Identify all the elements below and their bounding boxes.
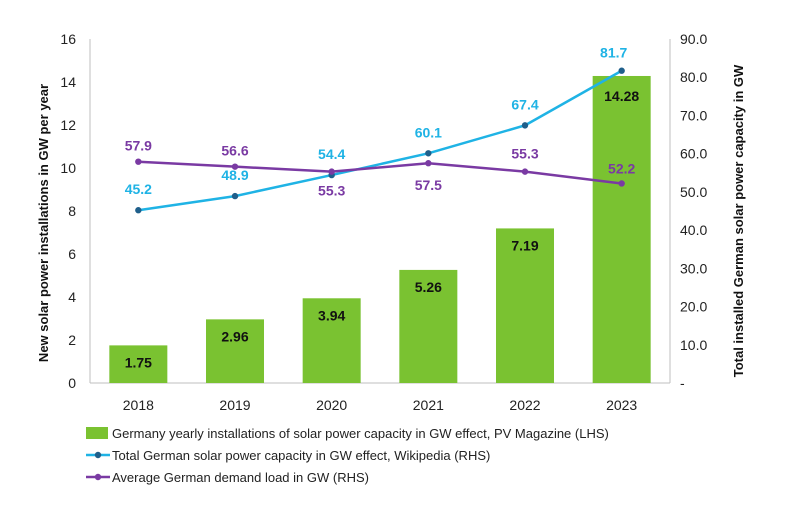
bars-layer bbox=[109, 75, 651, 383]
data-labels-layer: 1.75 2.96 3.94 5.26 7.19 14.28 45.2 48.9 54.4 60.… bbox=[125, 45, 640, 371]
legend-label: Germany yearly installations of solar po… bbox=[112, 426, 609, 441]
bar-data-label: 3.94 bbox=[318, 307, 345, 323]
line-data-label: 48.9 bbox=[221, 167, 248, 183]
line-point bbox=[135, 207, 142, 214]
x-tick-label: 2022 bbox=[509, 397, 540, 413]
line-point bbox=[618, 180, 625, 187]
line-data-label: 56.6 bbox=[221, 143, 248, 159]
axes-layer: 0 2 4 6 8 10 12 14 16 - 10.0 20.0 30.0 40.0 50.0 60.0 70… bbox=[36, 31, 746, 413]
line-data-label: 57.9 bbox=[125, 138, 152, 154]
line-point bbox=[135, 158, 142, 165]
left-tick-label: 8 bbox=[68, 203, 76, 219]
line-point bbox=[231, 163, 239, 170]
line-point bbox=[618, 67, 625, 74]
x-tick-label: 2020 bbox=[316, 397, 347, 413]
line-point bbox=[521, 168, 529, 175]
bar bbox=[399, 269, 458, 383]
legend-swatch-marker bbox=[94, 473, 102, 481]
line-point bbox=[425, 150, 432, 157]
x-tick-label: 2018 bbox=[123, 397, 154, 413]
line-data-label: 45.2 bbox=[125, 181, 152, 197]
line-data-label: 52.2 bbox=[608, 160, 635, 176]
line-point bbox=[328, 168, 335, 175]
bar bbox=[302, 298, 361, 383]
left-tick-label: 12 bbox=[60, 117, 76, 133]
right-tick-label: 50.0 bbox=[680, 184, 707, 200]
legend-swatch-marker bbox=[94, 451, 102, 459]
legend-label: Average German demand load in GW (RHS) bbox=[112, 470, 369, 485]
right-tick-label: 60.0 bbox=[680, 146, 707, 162]
line-data-label: 54.4 bbox=[318, 146, 345, 162]
x-tick-label: 2021 bbox=[413, 397, 444, 413]
legend: Germany yearly installations of solar po… bbox=[86, 426, 609, 485]
bar bbox=[592, 75, 651, 383]
line-data-label: 57.5 bbox=[415, 177, 442, 193]
line-point bbox=[425, 160, 432, 167]
right-tick-label: 70.0 bbox=[680, 107, 707, 123]
left-tick-label: 6 bbox=[68, 246, 76, 262]
bar bbox=[109, 345, 168, 383]
right-tick-label: 30.0 bbox=[680, 260, 707, 276]
bar bbox=[206, 319, 264, 383]
left-tick-label: 14 bbox=[60, 74, 76, 90]
lines-layer bbox=[135, 67, 625, 214]
left-tick-label: 2 bbox=[68, 332, 76, 348]
right-tick-label: 90.0 bbox=[680, 31, 707, 47]
x-tick-label: 2023 bbox=[606, 397, 637, 413]
line-point bbox=[231, 192, 239, 200]
bar-data-label: 14.28 bbox=[604, 88, 639, 104]
line-data-label: 81.7 bbox=[600, 45, 627, 61]
line-data-label: 60.1 bbox=[415, 124, 442, 140]
bar-data-label: 2.96 bbox=[221, 328, 248, 344]
left-tick-label: 0 bbox=[68, 375, 76, 391]
right-tick-label: 10.0 bbox=[680, 337, 707, 353]
left-tick-label: 16 bbox=[60, 31, 76, 47]
bar-data-label: 1.75 bbox=[125, 354, 152, 370]
line-data-label: 55.3 bbox=[318, 183, 345, 199]
series-line bbox=[138, 69, 623, 212]
right-tick-label: 20.0 bbox=[680, 299, 707, 315]
series-line bbox=[138, 160, 622, 185]
right-tick-label: 80.0 bbox=[680, 69, 707, 85]
left-tick-label: 4 bbox=[68, 289, 76, 305]
bar bbox=[496, 228, 554, 383]
legend-swatch-bar bbox=[86, 427, 108, 439]
bar-data-label: 7.19 bbox=[511, 237, 538, 253]
left-tick-label: 10 bbox=[60, 160, 76, 176]
bar-data-label: 5.26 bbox=[415, 279, 442, 295]
line-point bbox=[521, 122, 529, 129]
right-tick-label: 40.0 bbox=[680, 222, 707, 238]
right-axis-title: Total installed German solar power capac… bbox=[731, 64, 746, 377]
legend-label: Total German solar power capacity in GW … bbox=[112, 448, 490, 463]
left-axis-title: New solar power installations in GW per … bbox=[36, 84, 51, 362]
x-tick-label: 2019 bbox=[219, 397, 250, 413]
line-data-label: 67.4 bbox=[511, 96, 538, 112]
line-data-label: 55.3 bbox=[511, 146, 538, 162]
right-tick-label: - bbox=[680, 375, 685, 391]
